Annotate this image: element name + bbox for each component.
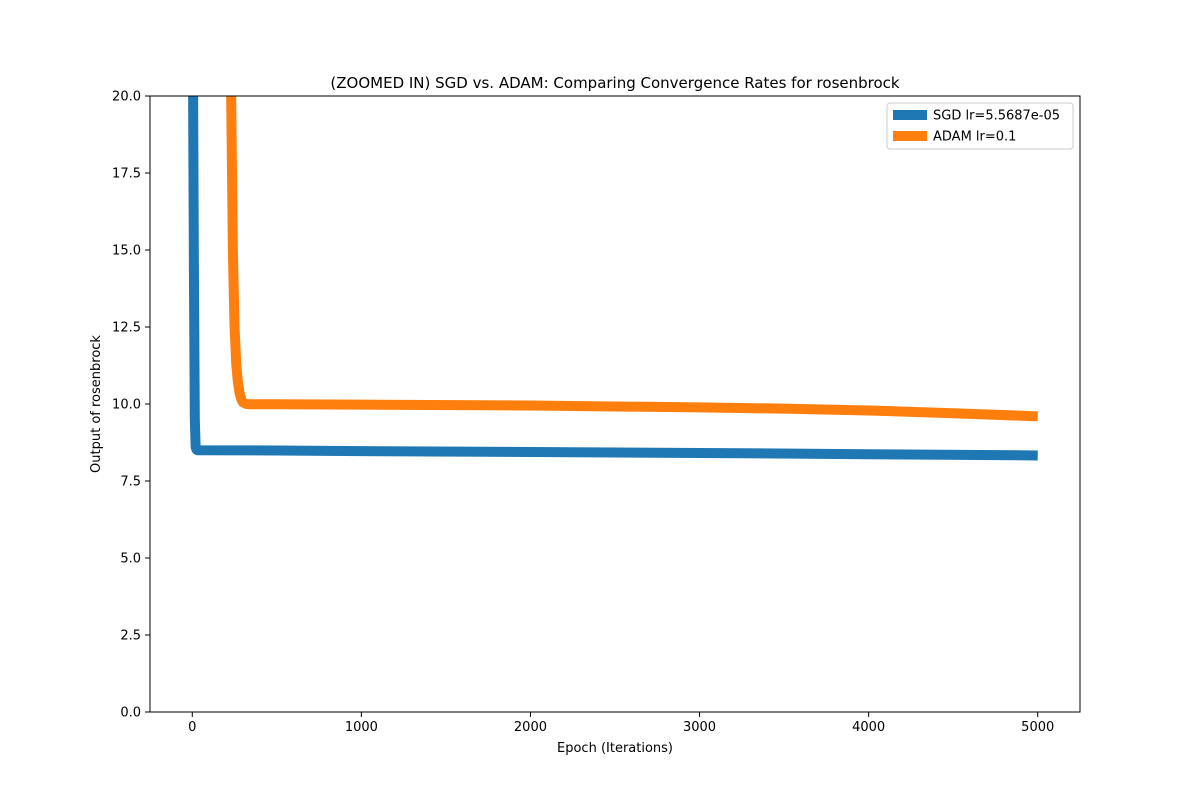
legend: SGD lr=5.5687e-05 ADAM lr=0.1	[886, 102, 1074, 150]
y-tick-label: 2.5	[120, 629, 141, 644]
legend-box	[886, 102, 1074, 150]
series-layer	[188, 96, 1038, 461]
y-tick-label: 20.0	[112, 90, 141, 105]
ticks-layer: 0 1000 2000 3000 4000 5000 0.0 2.5 5.0 7.5 10.0 12.…	[112, 90, 1054, 736]
y-tick-label: 10.0	[112, 398, 141, 413]
x-tick-label: 4000	[852, 720, 885, 735]
chart-title: (ZOOMED IN) SGD vs. ADAM: Comparing Conv…	[330, 74, 900, 92]
y-axis-label: Output of rosenbrock	[89, 335, 104, 473]
y-tick-label: 15.0	[112, 244, 141, 259]
series-line-sgd	[188, 96, 1038, 461]
y-tick-label: 7.5	[120, 475, 141, 490]
x-tick-label: 5000	[1021, 720, 1054, 735]
x-tick-label: 0	[188, 720, 196, 735]
legend-label: ADAM lr=0.1	[933, 130, 1016, 145]
x-tick-label: 2000	[514, 720, 547, 735]
x-axis-label: Epoch (Iterations)	[557, 741, 673, 756]
x-tick-label: 3000	[683, 720, 716, 735]
series-line-adam	[226, 96, 1038, 422]
y-tick-label: 12.5	[112, 321, 141, 336]
y-tick-label: 5.0	[120, 552, 141, 567]
legend-label: SGD lr=5.5687e-05	[933, 109, 1060, 124]
y-tick-label: 17.5	[112, 167, 141, 182]
y-tick-label: 0.0	[120, 706, 141, 721]
x-tick-label: 1000	[345, 720, 378, 735]
